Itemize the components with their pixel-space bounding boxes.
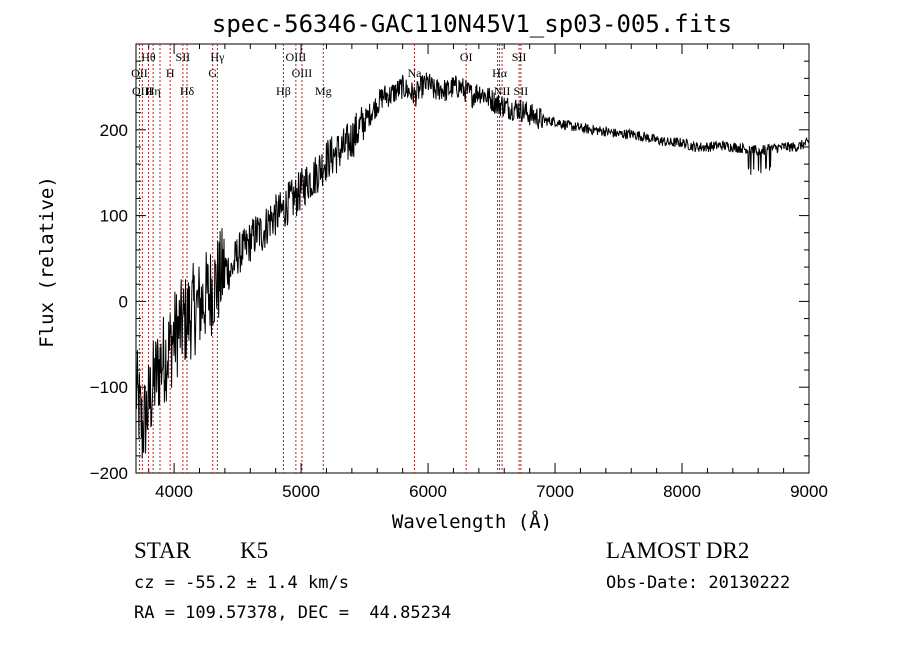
spectral-line-label: OI: [460, 50, 473, 64]
spectral-line-label: Hθ: [141, 50, 156, 64]
spectrum-series: [135, 72, 810, 459]
spectral-line-label: G: [208, 66, 217, 80]
spectral-line-label: Hδ: [180, 84, 195, 98]
chart-title: spec-56346-GAC110N45V1_sp03-005.fits: [212, 10, 732, 38]
spectral-line-label: Hγ: [210, 50, 225, 64]
survey-name: LAMOST DR2: [606, 538, 750, 563]
x-tick-label: 7000: [536, 482, 574, 501]
redshift-text: cz = -55.2 ± 1.4 km/s: [134, 573, 349, 593]
spectral-line-label: H: [166, 66, 175, 80]
spectral-line-label: Hη: [146, 84, 161, 98]
y-axis-label: Flux (relative): [36, 176, 58, 348]
y-tick-label: 200: [100, 121, 128, 140]
observation-date: Obs-Date: 20130222: [606, 573, 791, 593]
x-tick-label: 6000: [409, 482, 447, 501]
spectral-line-label: NII: [494, 84, 511, 98]
coordinates-text: RA = 109.57378, DEC = 44.85234: [134, 603, 452, 623]
spectral-line-label: Mg: [315, 84, 332, 98]
spectral-line-label: OIII: [286, 50, 307, 64]
y-tick-label: 0: [119, 292, 128, 311]
y-axis: −200 −100 0 100 200: [90, 60, 809, 483]
plot-frame: [135, 43, 810, 474]
spectral-line-label: Na: [407, 66, 422, 80]
object-class: STAR: [134, 538, 191, 563]
x-tick-label: 9000: [790, 482, 828, 501]
spectral-line-label: OIII: [292, 66, 313, 80]
y-tick-label: 100: [100, 207, 128, 226]
y-tick-label: −100: [90, 378, 128, 397]
x-axis-label: Wavelength (Å): [392, 510, 552, 533]
spectral-line-label: Hβ: [276, 84, 291, 98]
y-tick-label: −200: [90, 464, 128, 483]
x-tick-label: 8000: [663, 482, 701, 501]
spectral-line-label: SII: [176, 50, 191, 64]
spectrum-line: [135, 72, 810, 459]
spectral-line-label: OII: [131, 66, 148, 80]
spectral-line-markers: [138, 44, 522, 473]
object-subclass: K5: [240, 538, 269, 563]
spectral-line-label: SII: [514, 84, 529, 98]
spectral-line-label: Hα: [492, 66, 508, 80]
x-tick-label: 5000: [282, 482, 320, 501]
x-axis: 4000 5000 6000 7000 8000 9000: [148, 44, 828, 501]
spectral-line-label: SII: [512, 50, 527, 64]
spectral-line-label: OIII: [132, 84, 153, 98]
x-tick-label: 4000: [155, 482, 193, 501]
